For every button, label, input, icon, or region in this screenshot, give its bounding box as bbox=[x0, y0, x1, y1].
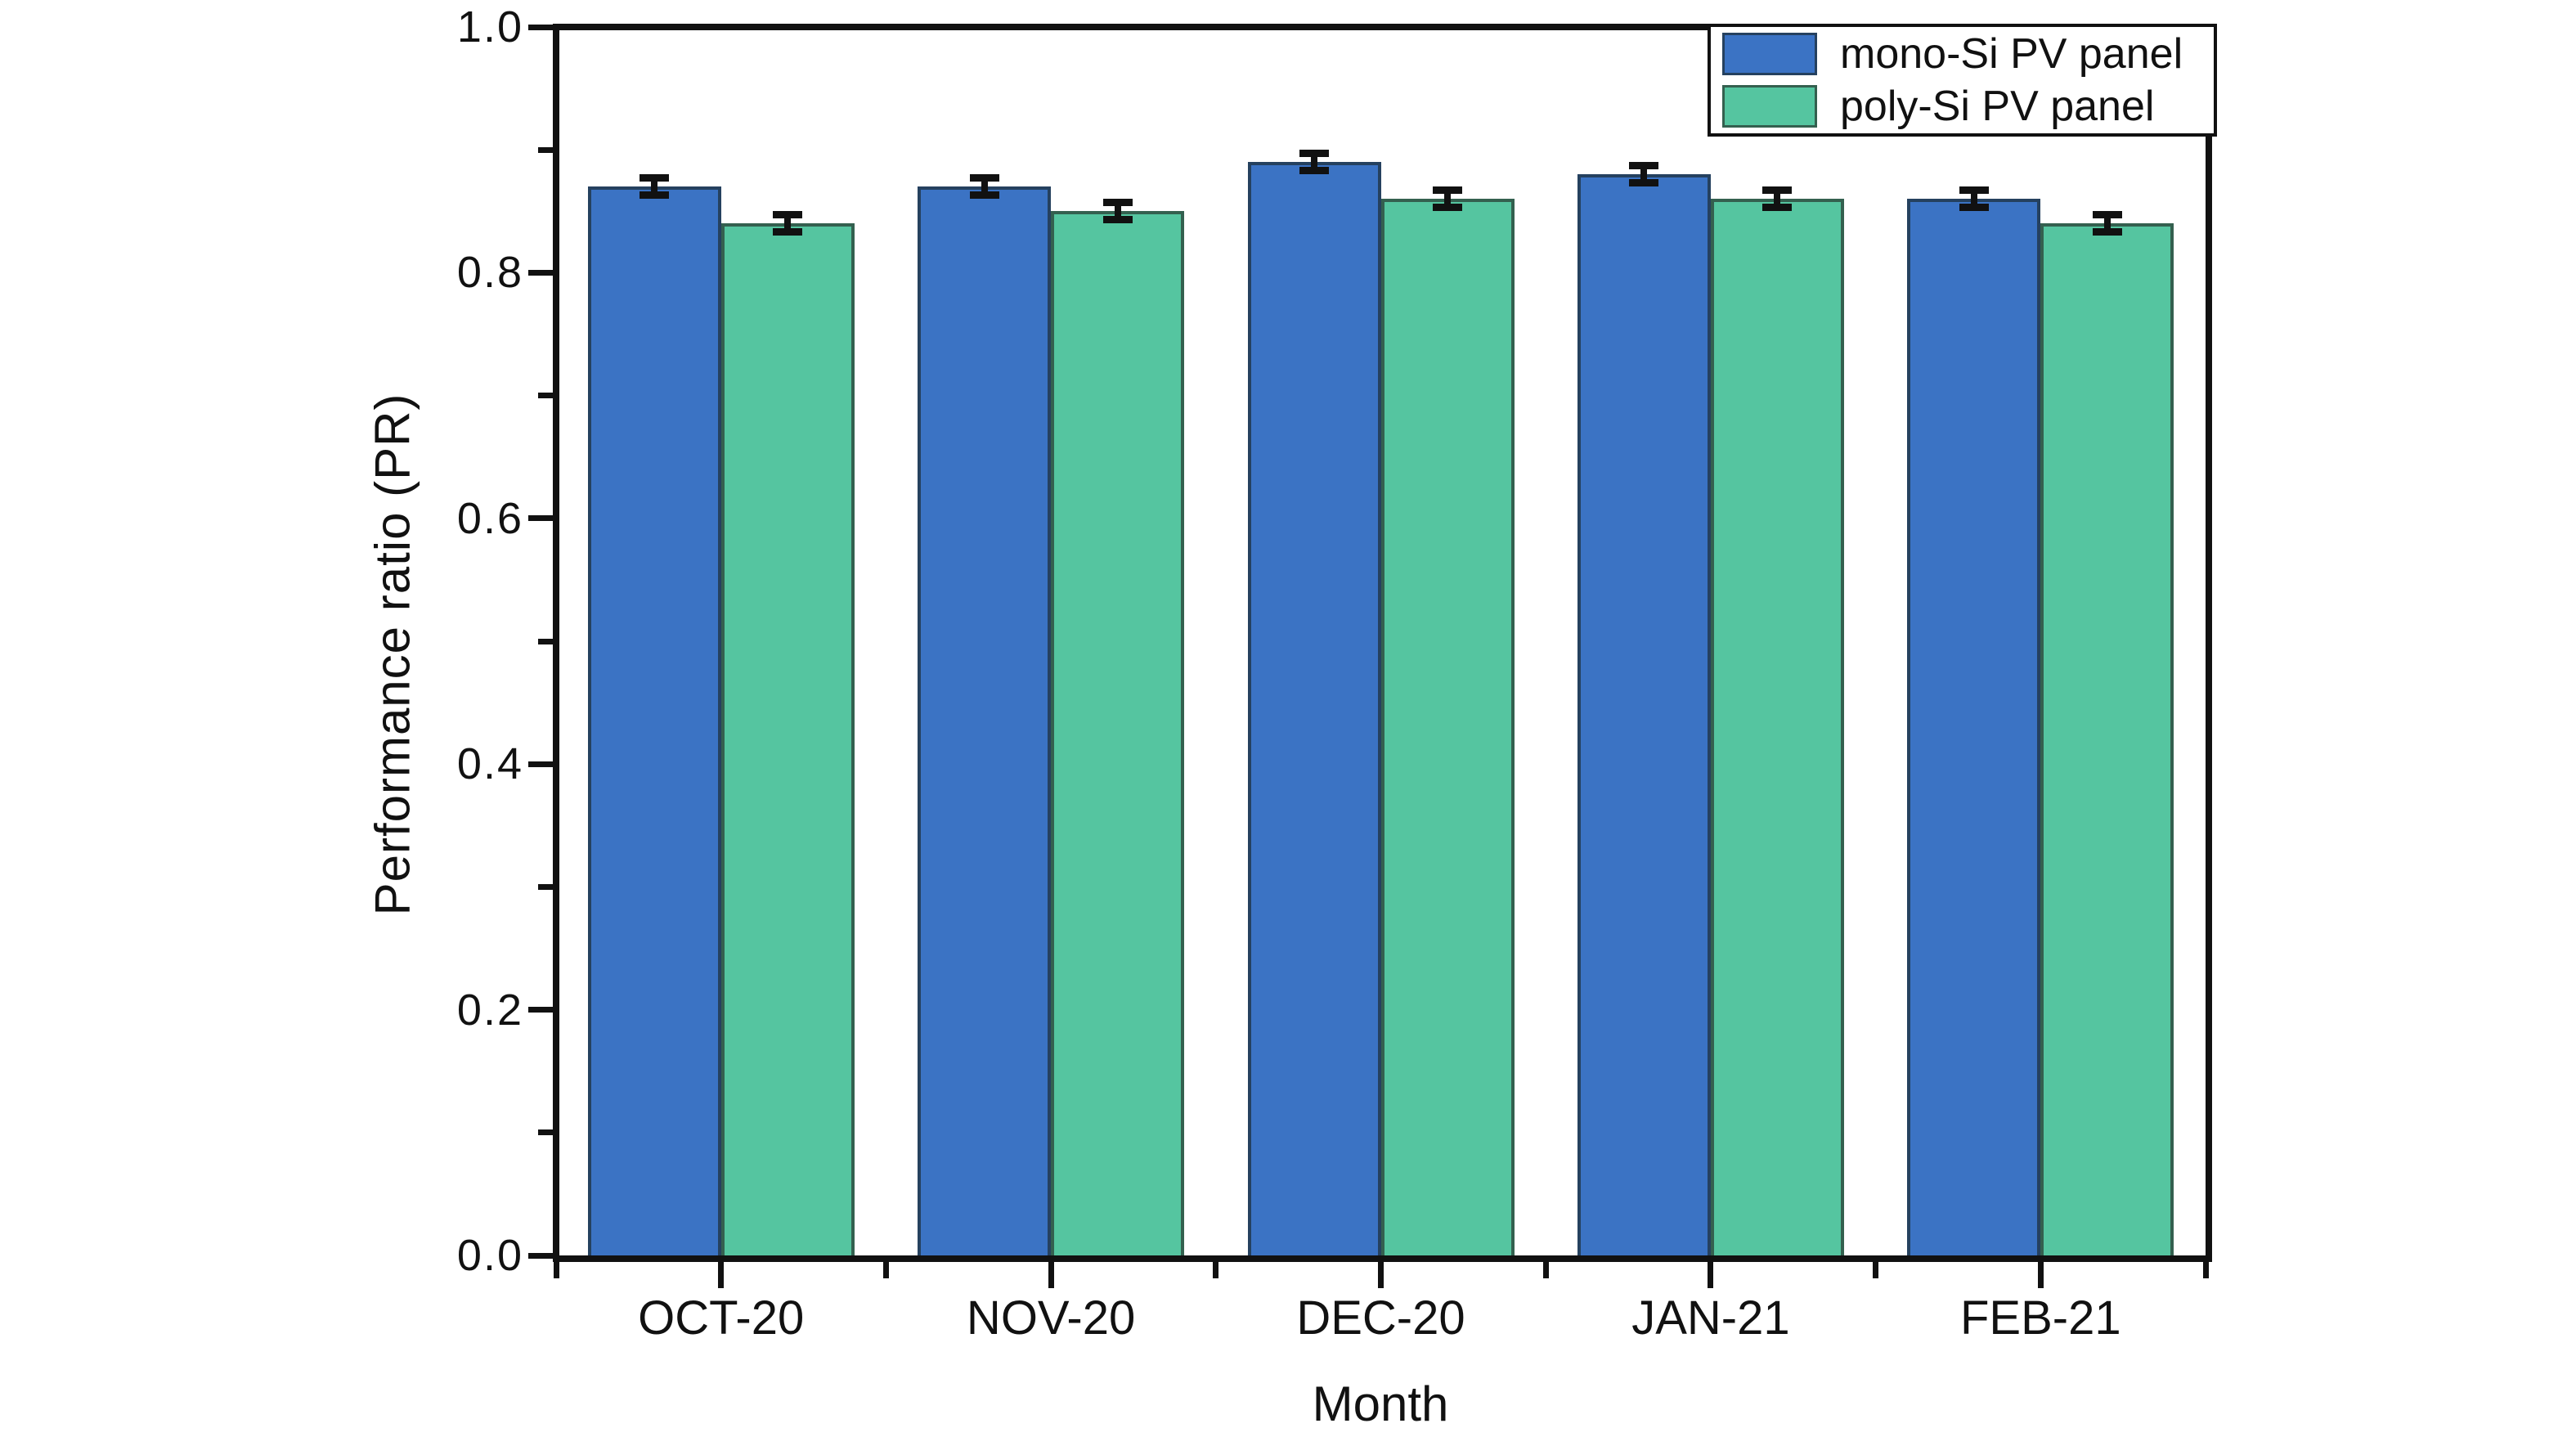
error-bar-whisker bbox=[1444, 190, 1451, 208]
x-minor-tick bbox=[882, 1262, 889, 1278]
y-tick-label: 0.2 bbox=[456, 985, 523, 1035]
bar-poly-si-pv-panel-nov-20 bbox=[1051, 211, 1185, 1255]
x-major-tick bbox=[1048, 1262, 1054, 1288]
error-bar-cap-top bbox=[1433, 186, 1462, 195]
error-bar-cap-bottom bbox=[1433, 204, 1462, 212]
error-bar-whisker bbox=[651, 177, 658, 195]
legend-row-mono: mono-Si PV panel bbox=[1722, 31, 2214, 77]
bar-mono-si-pv-panel-nov-20 bbox=[918, 186, 1052, 1255]
y-minor-tick bbox=[538, 393, 553, 399]
y-minor-tick bbox=[538, 883, 553, 890]
error-bar-cap-top bbox=[969, 174, 999, 182]
error-bar-whisker bbox=[1970, 190, 1977, 208]
error-bar-cap-bottom bbox=[1102, 216, 1133, 224]
bar-mono-si-pv-panel-jan-21 bbox=[1577, 174, 1711, 1255]
error-bar-whisker bbox=[784, 214, 792, 232]
x-axis-title: Month bbox=[1312, 1376, 1449, 1431]
x-tick-label: DEC-20 bbox=[1296, 1291, 1465, 1345]
error-bar-cap-bottom bbox=[1762, 204, 1793, 212]
y-tick-label: 0.0 bbox=[456, 1231, 523, 1280]
error-bar-cap-top bbox=[1102, 199, 1133, 207]
y-major-tick bbox=[528, 1007, 553, 1013]
x-tick-label: NOV-20 bbox=[966, 1291, 1136, 1345]
x-minor-tick bbox=[553, 1262, 559, 1278]
y-tick-label: 0.4 bbox=[456, 739, 523, 789]
error-bar-whisker bbox=[981, 177, 988, 195]
bar-poly-si-pv-panel-jan-21 bbox=[1710, 199, 1844, 1255]
error-bar-whisker bbox=[1640, 165, 1648, 183]
x-major-tick bbox=[2037, 1262, 2044, 1288]
y-minor-tick bbox=[538, 1129, 553, 1136]
error-bar-cap-top bbox=[1959, 186, 1989, 195]
y-major-tick bbox=[528, 269, 553, 276]
bar-poly-si-pv-panel-oct-20 bbox=[720, 223, 855, 1255]
error-bar-cap-bottom bbox=[1629, 179, 1659, 187]
bar-mono-si-pv-panel-oct-20 bbox=[587, 186, 721, 1255]
y-tick-label: 0.8 bbox=[456, 248, 523, 298]
legend-label-mono-si: mono-Si PV panel bbox=[1840, 30, 2183, 78]
y-tick-label: 0.6 bbox=[456, 493, 523, 543]
y-tick-label: 1.0 bbox=[456, 2, 523, 52]
x-minor-tick bbox=[1213, 1262, 1219, 1278]
y-major-tick bbox=[528, 1252, 553, 1259]
x-minor-tick bbox=[1542, 1262, 1549, 1278]
bar-mono-si-pv-panel-dec-20 bbox=[1247, 162, 1381, 1255]
error-bar-cap-top bbox=[1762, 186, 1793, 195]
x-tick-label: JAN-21 bbox=[1631, 1291, 1790, 1345]
error-bar-cap-top bbox=[640, 174, 670, 182]
error-bar-whisker bbox=[2103, 214, 2111, 232]
error-bar-cap-top bbox=[1299, 150, 1329, 158]
x-major-tick bbox=[718, 1262, 725, 1288]
error-bar-cap-bottom bbox=[640, 191, 670, 200]
y-major-tick bbox=[528, 515, 553, 522]
x-minor-tick bbox=[1873, 1262, 1879, 1278]
legend-label-poly-si: poly-Si PV panel bbox=[1840, 83, 2155, 130]
error-bar-cap-top bbox=[773, 211, 803, 219]
x-tick-label: OCT-20 bbox=[638, 1291, 805, 1345]
legend-row-poly: poly-Si PV panel bbox=[1722, 83, 2214, 129]
y-major-tick bbox=[528, 24, 553, 30]
error-bar-cap-bottom bbox=[1959, 204, 1989, 212]
error-bar-cap-top bbox=[1629, 162, 1659, 170]
y-minor-tick bbox=[538, 146, 553, 153]
legend-swatch-poly-si bbox=[1722, 85, 1817, 128]
x-major-tick bbox=[1708, 1262, 1714, 1288]
y-axis-title: Performance ratio (PR) bbox=[365, 393, 420, 916]
y-major-tick bbox=[528, 761, 553, 767]
error-bar-cap-bottom bbox=[1299, 167, 1329, 175]
error-bar-cap-bottom bbox=[2092, 228, 2122, 236]
error-bar-whisker bbox=[1311, 153, 1317, 171]
error-bar-whisker bbox=[1774, 190, 1781, 208]
legend: mono-Si PV panel poly-Si PV panel bbox=[1708, 24, 2217, 137]
y-minor-tick bbox=[538, 638, 553, 644]
error-bar-whisker bbox=[1114, 202, 1121, 220]
error-bar-cap-bottom bbox=[773, 228, 803, 236]
error-bar-cap-bottom bbox=[969, 191, 999, 200]
x-major-tick bbox=[1378, 1262, 1384, 1288]
x-tick-label: FEB-21 bbox=[1959, 1291, 2121, 1345]
error-bar-cap-top bbox=[2092, 211, 2122, 219]
bar-mono-si-pv-panel-feb-21 bbox=[1907, 199, 2041, 1255]
x-minor-tick bbox=[2202, 1262, 2209, 1278]
bar-poly-si-pv-panel-dec-20 bbox=[1380, 199, 1515, 1255]
bar-poly-si-pv-panel-feb-21 bbox=[2040, 223, 2174, 1255]
legend-swatch-mono-si bbox=[1722, 33, 1817, 75]
